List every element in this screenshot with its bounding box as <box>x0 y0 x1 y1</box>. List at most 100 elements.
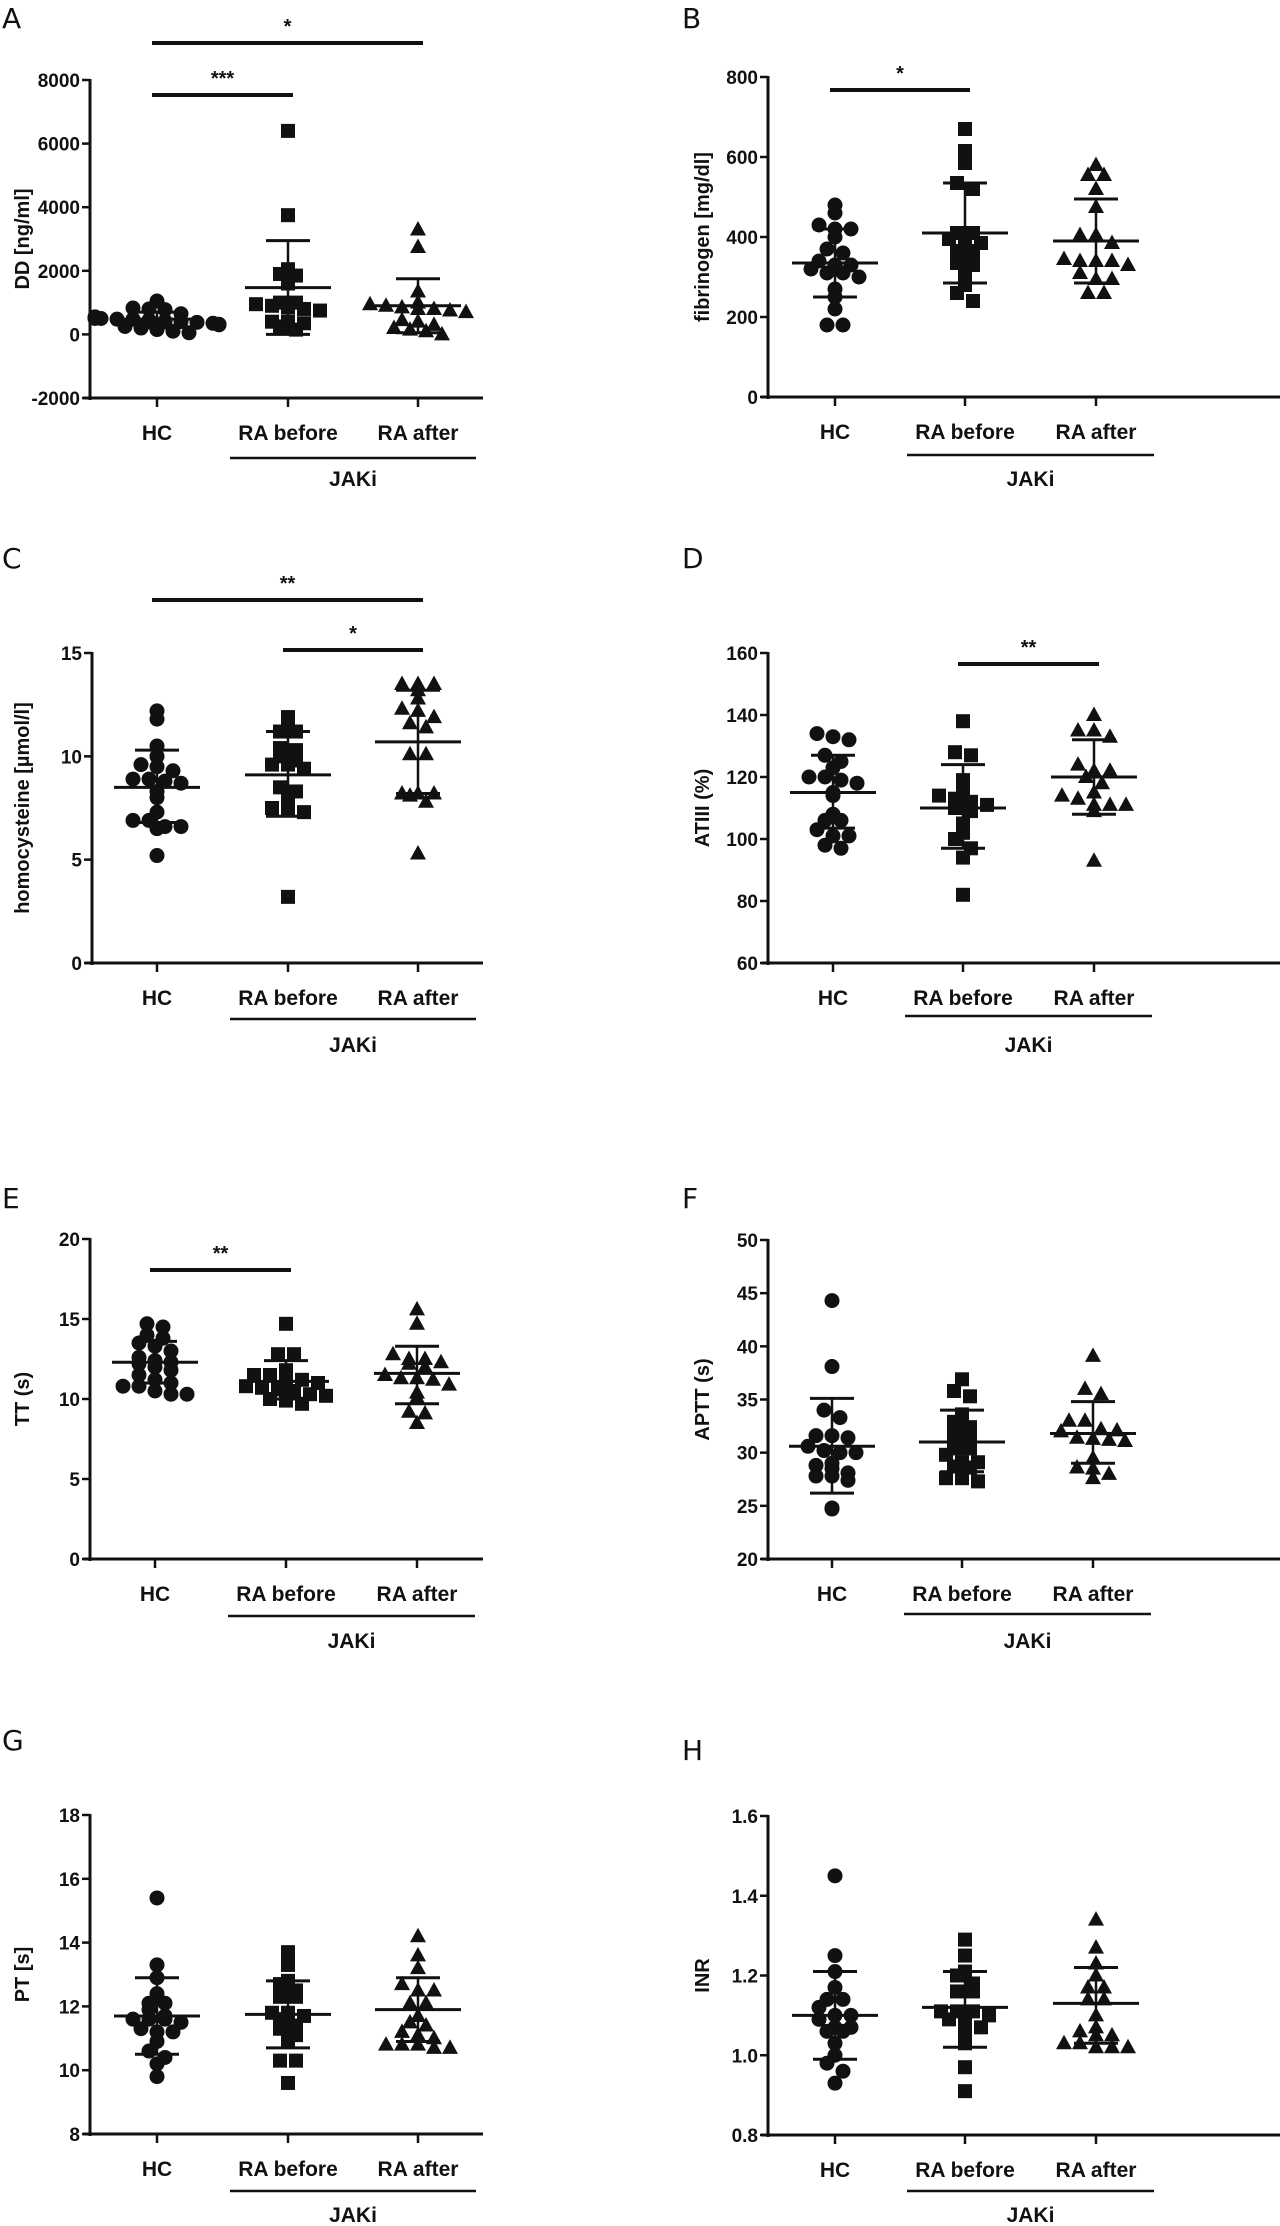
data-point <box>950 244 964 258</box>
panel-b: B 0 200 400 600 800 fibrinogen [mg/dl] HC RA bef… <box>682 2 1280 491</box>
panel-letter: G <box>2 1724 24 1757</box>
y-tick-label: 60 <box>737 954 758 975</box>
y-tick-label: 14 <box>59 1934 81 1955</box>
x-tick-label: HC <box>817 1583 847 1606</box>
data-point <box>1080 284 1096 299</box>
panel-letter: E <box>2 1182 20 1215</box>
significance-label: * <box>284 16 292 38</box>
data-point <box>247 1368 261 1382</box>
panel-letter: C <box>2 542 22 575</box>
data-point <box>956 887 970 902</box>
x-tick-label: HC <box>820 421 850 444</box>
data-point <box>417 1350 433 1365</box>
data-point <box>809 822 825 838</box>
y-tick-label: 10 <box>59 1390 80 1411</box>
series-hc <box>112 1316 198 1402</box>
data-point <box>950 256 964 270</box>
data-point <box>955 1471 969 1486</box>
data-point <box>963 1441 977 1456</box>
y-tick-label: 15 <box>59 1310 81 1331</box>
data-point <box>833 840 849 856</box>
data-point <box>849 775 865 791</box>
x-tick-label: RA before <box>238 2158 338 2181</box>
data-point <box>958 156 972 170</box>
series-ra-before <box>920 714 1006 902</box>
y-axis-title: APTT (s) <box>692 1358 714 1440</box>
data-point <box>401 1355 417 1370</box>
data-point <box>950 286 964 300</box>
data-point <box>948 745 962 760</box>
significance-label: ** <box>280 573 296 595</box>
data-point <box>1086 852 1102 867</box>
y-tick-label: 2000 <box>38 262 80 283</box>
data-point <box>131 1378 147 1394</box>
y-tick-label: 160 <box>726 644 758 665</box>
data-point <box>1072 226 1088 241</box>
data-point <box>273 780 287 795</box>
data-point <box>378 2036 394 2051</box>
panel-d: D 60 80 100 120 140 160 ATIII (%) HC RA before RA … <box>682 542 1280 1057</box>
y-tick-label: 30 <box>737 1444 758 1465</box>
data-point <box>971 1474 985 1489</box>
x-tick-label: RA after <box>377 1583 458 1606</box>
data-point <box>409 1300 425 1316</box>
panel-letter: D <box>682 542 704 575</box>
data-point <box>1088 180 1104 195</box>
data-point <box>418 1994 434 2010</box>
x-tick-label: RA after <box>378 987 459 1010</box>
data-point <box>1088 1939 1104 1954</box>
data-point <box>942 2012 956 2027</box>
y-tick-label: 1.4 <box>732 1887 759 1908</box>
data-point <box>835 265 851 281</box>
series-ra-after <box>1053 1911 1139 2054</box>
data-point <box>966 244 980 258</box>
data-point <box>319 1388 333 1403</box>
data-point <box>281 889 295 904</box>
data-point <box>425 1371 441 1386</box>
data-point <box>295 1372 309 1387</box>
data-point <box>956 714 970 729</box>
data-point <box>827 301 843 317</box>
data-point <box>947 1414 961 1429</box>
y-tick-label: 45 <box>737 1284 759 1305</box>
x-tick-label: HC <box>142 422 172 445</box>
data-point <box>851 269 867 285</box>
data-point <box>263 1368 277 1382</box>
y-tick-label: 0 <box>71 954 82 975</box>
data-point <box>125 771 141 787</box>
data-point <box>157 2011 173 2027</box>
data-point <box>157 773 173 789</box>
data-point <box>297 301 311 316</box>
data-point <box>832 1410 848 1426</box>
jaki-bracket-label: JAKi <box>329 2204 377 2226</box>
panel-a: A -2000 0 2000 4000 6000 8000 DD [ng/ml] HC RA be… <box>2 2 483 491</box>
data-point <box>133 2021 149 2037</box>
panel-letter: A <box>2 2 21 35</box>
x-tick-label: HC <box>142 2158 172 2181</box>
data-point <box>385 1345 401 1361</box>
data-point <box>808 1428 824 1444</box>
data-point <box>313 303 327 318</box>
data-point <box>1056 250 1072 265</box>
data-point <box>410 1946 426 1962</box>
data-point <box>950 1984 964 1999</box>
data-point <box>840 1430 856 1446</box>
data-point <box>835 1991 851 2007</box>
data-point <box>157 1995 173 2011</box>
x-tick-label: RA before <box>238 422 338 445</box>
data-point <box>817 837 833 853</box>
data-point <box>955 1372 969 1387</box>
data-point <box>165 323 181 339</box>
data-point <box>409 1414 425 1429</box>
data-point <box>426 316 442 331</box>
data-point <box>825 729 841 745</box>
data-point <box>1102 796 1118 811</box>
data-point <box>394 311 410 327</box>
panel-letter: H <box>682 1734 703 1767</box>
data-point <box>947 1427 961 1442</box>
panel-letter: F <box>682 1182 698 1215</box>
y-axis-title: DD [ng/ml] <box>12 188 34 289</box>
y-tick-label: 5 <box>69 1470 80 1491</box>
data-point <box>149 821 165 837</box>
y-tick-label: 20 <box>737 1550 758 1571</box>
